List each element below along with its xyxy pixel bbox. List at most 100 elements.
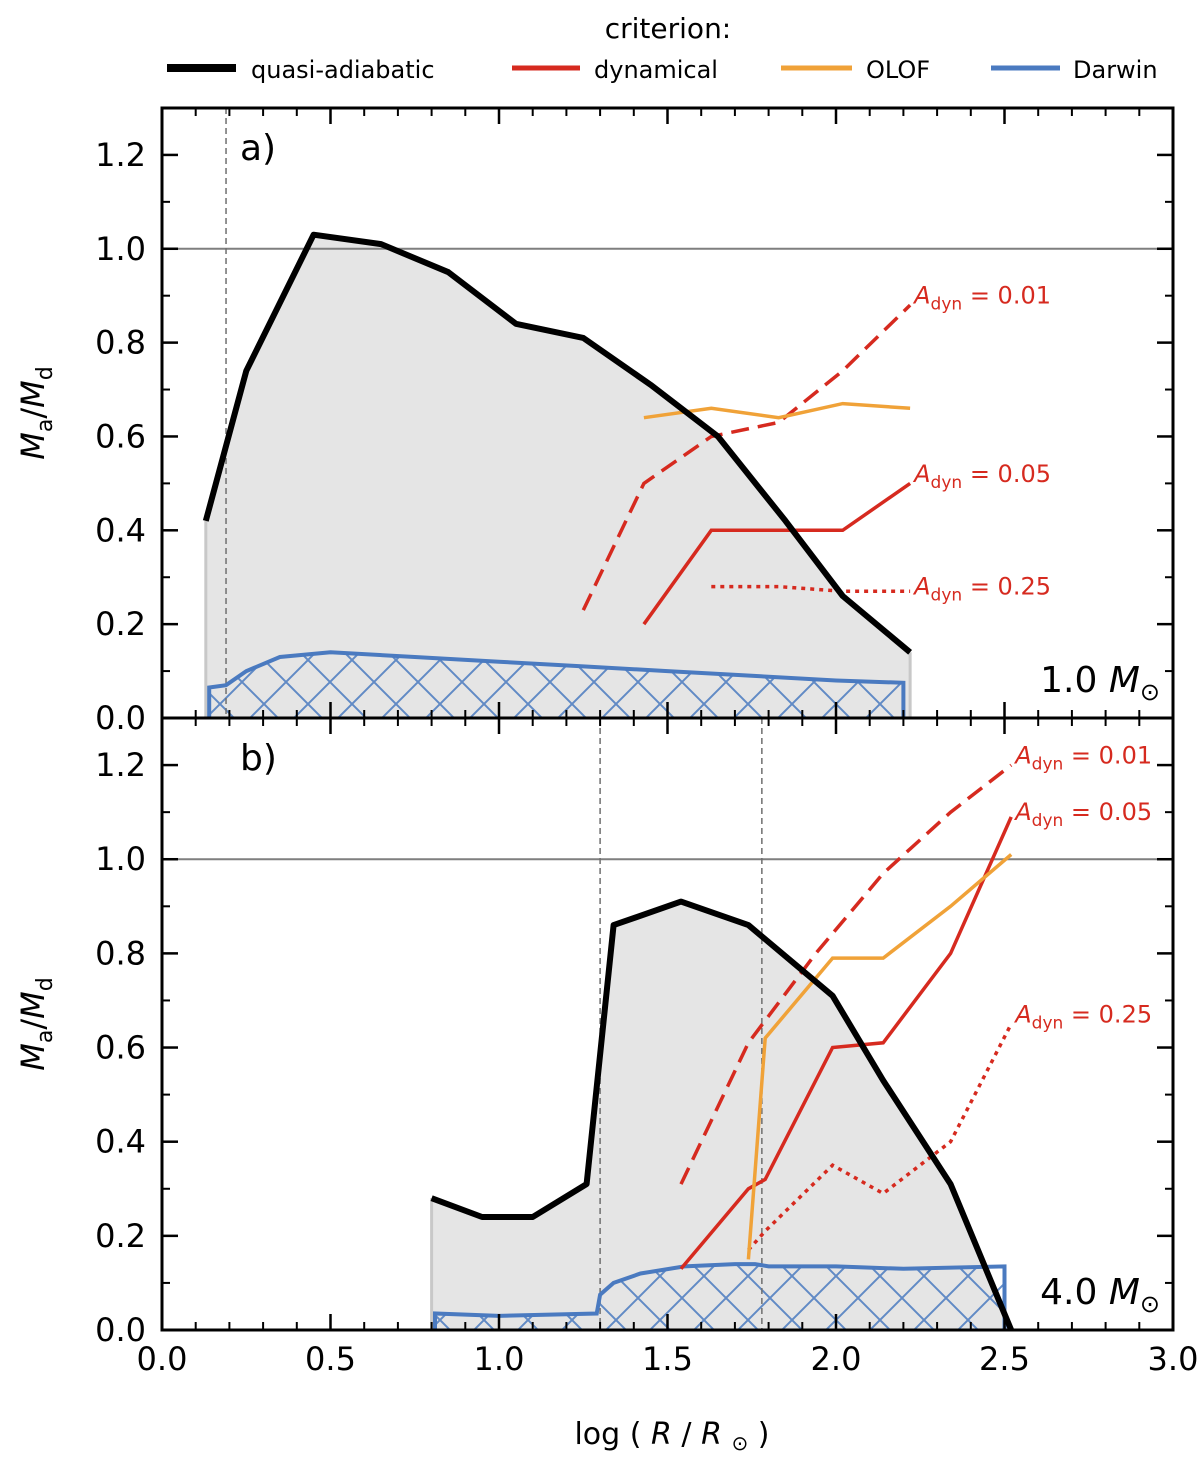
adyn-value: = 0.01 [1063,742,1152,770]
adyn-label: Adyn = 0.05 [912,460,1051,493]
dynamical-line-dotted [711,584,911,594]
adyn-symbol: A [912,282,930,310]
y-label-m2: M [14,991,52,1019]
mass-symbol: M [1109,660,1140,701]
x-tick-label: 0.5 [305,1340,356,1378]
darwin-hatch [209,652,904,718]
mass-sun-symbol: ⊙ [1140,1290,1160,1318]
x-label-sun-symbol: ⊙ [731,1431,748,1455]
x-tick-label: 1.0 [474,1340,525,1378]
adyn-subscript: dyn [1032,811,1064,831]
y-tick-label: 0.2 [95,1217,146,1255]
legend-label-quasi-adiabatic: quasi-adiabatic [251,56,435,84]
y-label-m2: M [14,380,52,408]
y-tick-label: 0.6 [95,1029,146,1067]
y-axis-label: Ma/Md [14,366,58,459]
mass-value: 1.0 [1040,660,1109,701]
y-tick-label: 0.0 [95,699,146,737]
dynamical-line-solid [679,816,1013,1270]
dynamical-line-solid [642,481,912,626]
y-tick-label: 1.2 [95,746,146,784]
adyn-symbol: A [912,573,930,601]
y-label-slash: / [14,408,52,419]
x-label-slash: / [681,1417,692,1452]
svg-text:log ( R /: log ( R / R ⊙ ) [574,1417,769,1458]
mass-sun-symbol: ⊙ [1140,678,1160,706]
x-label-close-paren: ) [758,1417,770,1452]
x-tick-label: 0.0 [137,1340,188,1378]
legend-label-olof: OLOF [866,56,930,84]
adyn-symbol: A [1013,798,1031,826]
adyn-value: = 0.05 [1063,798,1152,826]
y-tick-label: 0.6 [95,417,146,455]
adyn-value: = 0.01 [962,282,1051,310]
y-label-sub-a: a [33,419,58,432]
x-tick-label: 2.0 [811,1340,862,1378]
quasi-adiabatic-fill [431,901,1012,1330]
panel-label: a) [240,128,276,169]
quasi-adiabatic-line [202,231,913,655]
quasi-adiabatic-line [430,898,1014,1330]
adyn-subscript: dyn [931,295,963,315]
y-axis-label: Ma/Md [14,977,58,1070]
x-tick-label: 1.5 [642,1340,693,1378]
y-label-m: M [14,432,52,460]
y-tick-label: 0.2 [95,605,146,643]
legend-label-darwin: Darwin [1073,56,1158,84]
y-tick-label: 1.2 [95,136,146,174]
legend-label-dynamical: dynamical [594,56,718,84]
y-tick-label: 0.0 [95,1311,146,1349]
legend-title: criterion: [605,12,732,45]
darwin-hatch [434,1264,1005,1330]
y-tick-label: 0.4 [95,511,146,549]
y-label-sub-a: a [33,1030,58,1043]
x-label-r: R [651,1417,672,1452]
mass-annotation: 4.0 M⊙ [1040,1272,1160,1318]
panel-label: b) [240,738,277,779]
x-axis-label: log ( R / R ⊙ ) [574,1417,769,1458]
adyn-label: Adyn = 0.01 [1013,742,1152,775]
y-tick-label: 0.8 [95,934,146,972]
plot-area [162,108,1173,718]
olof-line [746,853,1013,1260]
mass-symbol: M [1109,1272,1140,1313]
x-tick-label: 3.0 [1148,1340,1199,1378]
y-tick-label: 1.0 [95,230,146,268]
adyn-subscript: dyn [1032,1014,1064,1034]
quasi-adiabatic-fill [205,234,911,718]
adyn-symbol: A [1013,1001,1031,1029]
adyn-value: = 0.25 [1063,1001,1152,1029]
y-label-sub-d: d [33,366,58,380]
adyn-label: Adyn = 0.25 [1013,1001,1152,1034]
darwin-line [207,650,906,718]
x-label-log: log [574,1417,620,1452]
adyn-value: = 0.05 [962,460,1051,488]
adyn-symbol: A [1013,742,1031,770]
adyn-label: Adyn = 0.25 [912,573,1051,606]
y-label-slash: / [14,1019,52,1030]
y-tick-label: 0.4 [95,1123,146,1161]
adyn-symbol: A [912,460,930,488]
dynamical-line-dashed [581,303,912,611]
y-tick-label: 0.8 [95,324,146,362]
dynamical-line-dashed [679,763,1013,1185]
dynamical-line-dotted [747,1023,1013,1252]
x-tick-label: 2.5 [979,1340,1030,1378]
adyn-subscript: dyn [931,473,963,493]
plot-area [162,718,1173,1330]
mass-value: 4.0 [1040,1272,1109,1313]
y-label-sub-d: d [33,977,58,991]
adyn-label: Adyn = 0.05 [1013,798,1152,831]
adyn-value: = 0.25 [962,573,1051,601]
adyn-subscript: dyn [931,586,963,606]
x-label-open-paren: ( [630,1417,642,1452]
y-tick-label: 1.0 [95,840,146,878]
adyn-label: Adyn = 0.01 [912,282,1051,315]
x-label-r-sun: R [701,1417,722,1452]
y-label-m: M [14,1043,52,1071]
mass-annotation: 1.0 M⊙ [1040,660,1160,706]
adyn-subscript: dyn [1032,755,1064,775]
